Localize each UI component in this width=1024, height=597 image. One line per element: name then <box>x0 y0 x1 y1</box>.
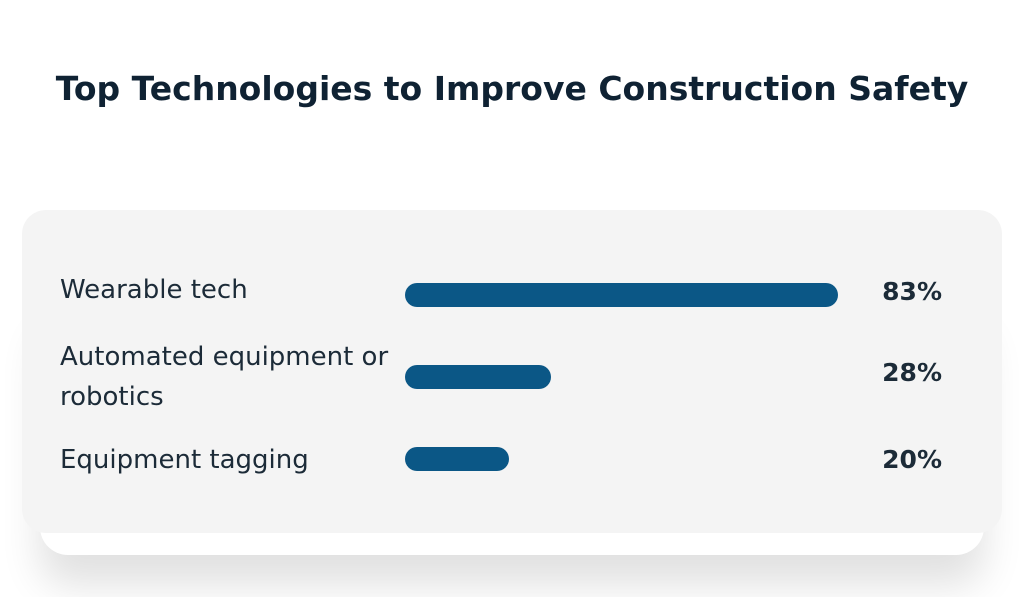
bar-label: Equipment tagging <box>60 445 309 475</box>
bar-label: Wearable tech <box>60 275 248 305</box>
bar-label: Automated equipment or robotics <box>60 342 389 412</box>
bar-value-label: 83% <box>882 277 942 306</box>
bar-value-label: 28% <box>882 358 942 387</box>
bar <box>405 447 510 471</box>
bar-value-label: 20% <box>882 445 942 474</box>
bar-track <box>405 447 838 471</box>
chart-title: Top Technologies to Improve Construction… <box>55 69 969 108</box>
bar <box>405 283 838 307</box>
bar-track <box>405 283 838 307</box>
bar-track <box>405 365 838 389</box>
bar <box>405 365 552 389</box>
